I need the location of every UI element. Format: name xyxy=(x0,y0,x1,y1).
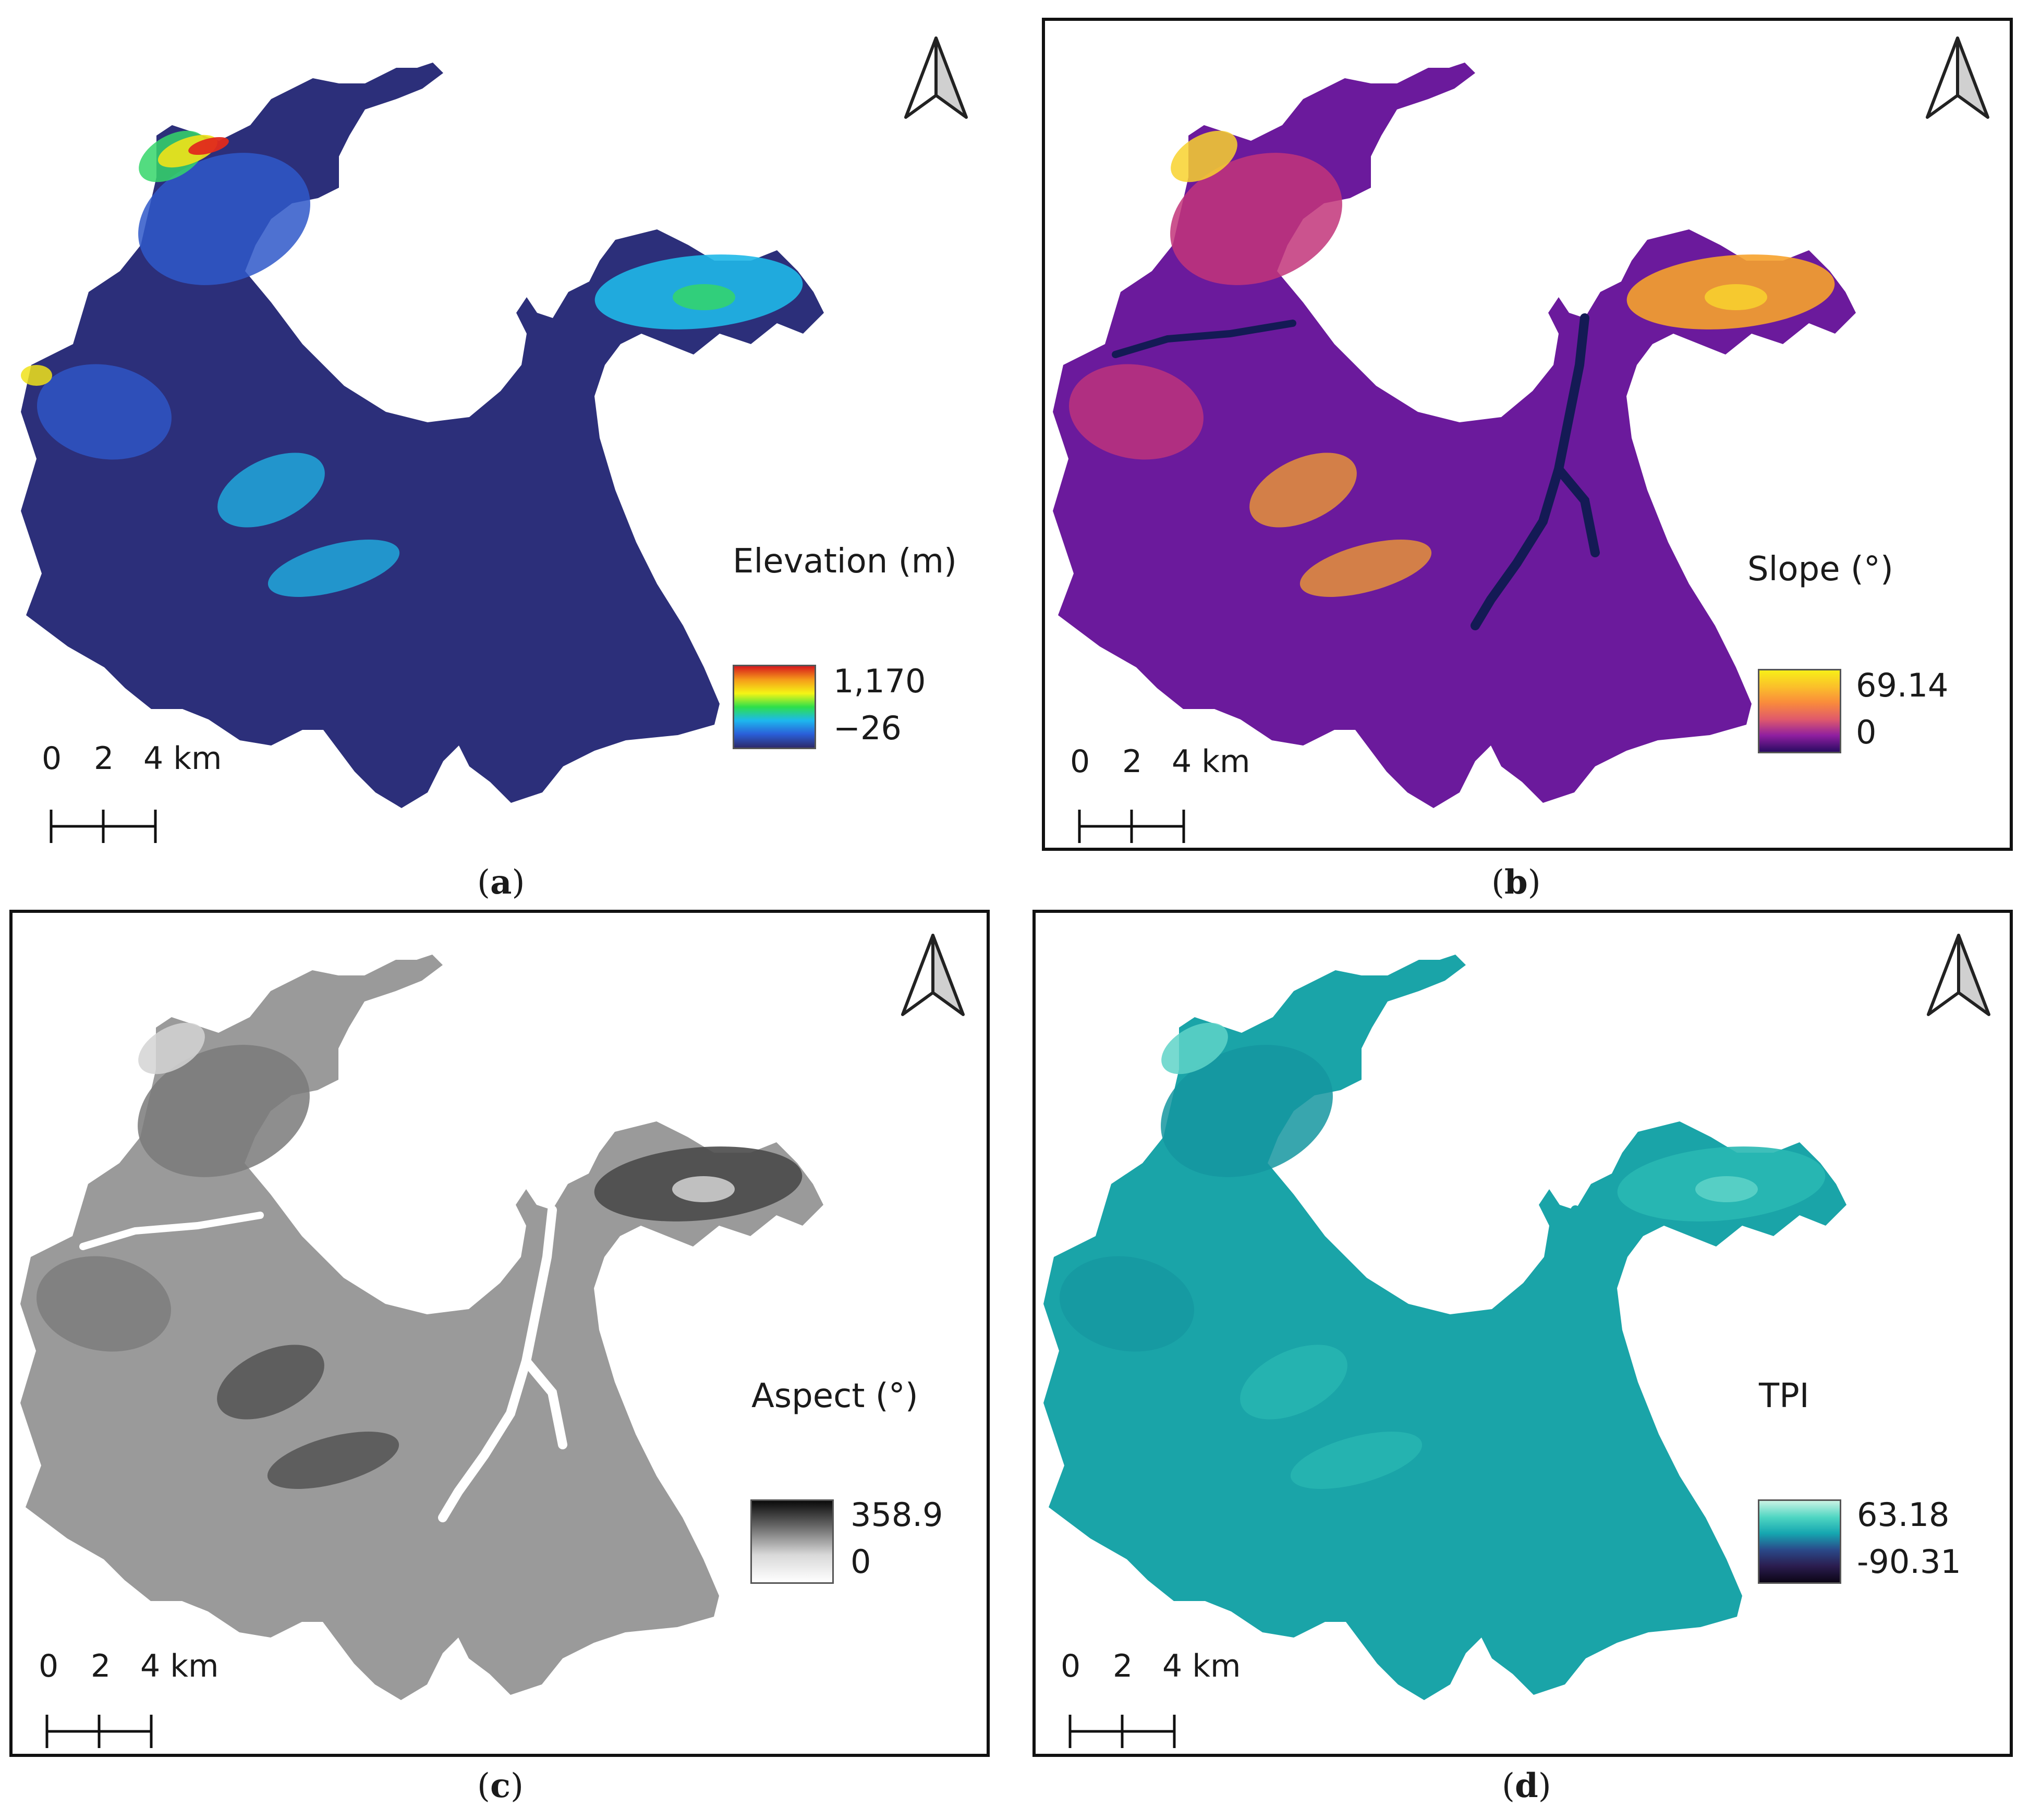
panel-b: Slope (°) 69.14 0 0 2 4 km xyxy=(1042,18,2013,851)
legend-color-ramp xyxy=(750,1499,834,1584)
map-slope xyxy=(1053,63,1856,808)
highland-north xyxy=(138,1045,310,1177)
ridge-central-2 xyxy=(1299,540,1432,597)
legend-max-label: 69.14 xyxy=(1856,666,1949,704)
river-channel xyxy=(438,1205,567,1522)
river-channel-north xyxy=(79,1212,264,1250)
map-tpi xyxy=(1043,955,1846,1700)
legend-title: TPI xyxy=(1759,1377,1809,1415)
scale-bar xyxy=(1078,810,1185,843)
scale-label-4: 4 km xyxy=(1162,1648,1241,1684)
peak-north xyxy=(1171,130,1237,182)
peak-east xyxy=(1695,1176,1758,1202)
scale-bar xyxy=(1068,1715,1176,1748)
scale-label-4: 4 km xyxy=(143,740,222,777)
legend-max-label: 358.9 xyxy=(850,1496,943,1534)
legend-min-label: 0 xyxy=(850,1543,871,1581)
panel-d: TPI 63.18 -90.31 0 2 4 km xyxy=(1032,910,2013,1757)
map-aspect xyxy=(20,955,823,1700)
scale-label-2: 2 xyxy=(94,740,114,777)
ridge-central-2 xyxy=(268,540,400,597)
ridge-central-2 xyxy=(1290,1432,1423,1489)
caption-d: (d) xyxy=(1502,1766,1551,1805)
highland-north xyxy=(138,153,310,285)
map-elevation xyxy=(21,63,824,808)
scale-label-0: 0 xyxy=(42,740,62,777)
legend-title: Slope (°) xyxy=(1747,550,1893,589)
ridge-central-1 xyxy=(217,1345,324,1420)
highland-north xyxy=(1170,153,1342,285)
panel-a: Elevation (m) 1,170 −26 0 2 4 km xyxy=(0,0,1008,855)
scale-label-4: 4 km xyxy=(1172,743,1250,780)
legend-max-label: 1,170 xyxy=(833,662,926,700)
scale-bar xyxy=(45,1715,153,1748)
north-arrow-icon xyxy=(901,934,965,1016)
legend-color-ramp xyxy=(1758,1499,1841,1584)
peak-east xyxy=(1705,284,1767,310)
legend-min-label: 0 xyxy=(1856,713,1877,751)
legend-color-ramp xyxy=(733,665,816,749)
legend-title: Elevation (m) xyxy=(733,542,957,581)
river-channel-north xyxy=(1102,1212,1287,1250)
north-arrow-icon xyxy=(1926,36,1989,119)
scale-bar xyxy=(50,810,157,843)
summit-peak xyxy=(188,137,229,155)
summit-west xyxy=(21,365,52,386)
scale-label-2: 2 xyxy=(91,1648,111,1684)
scale-label-4: 4 km xyxy=(140,1648,219,1684)
legend-max-label: 63.18 xyxy=(1857,1496,1950,1534)
caption-a: (a) xyxy=(477,863,525,902)
caption-b: (b) xyxy=(1491,863,1541,902)
north-arrow-icon xyxy=(904,36,968,119)
panel-c: Aspect (°) 358.9 0 0 2 4 km xyxy=(9,910,990,1757)
river-channel-north xyxy=(1112,320,1296,358)
caption-c: (c) xyxy=(477,1766,524,1805)
scale-label-0: 0 xyxy=(39,1648,59,1684)
legend-min-label: −26 xyxy=(833,709,902,747)
legend-color-ramp xyxy=(1758,669,1841,753)
highland-west xyxy=(37,364,172,460)
highland-west xyxy=(37,1256,171,1352)
ridge-central-1 xyxy=(1240,1345,1347,1420)
north-arrow-icon xyxy=(1927,934,1990,1016)
peak-east xyxy=(673,284,735,310)
highland-north xyxy=(1161,1045,1333,1177)
river-channel xyxy=(1471,313,1600,630)
scale-label-0: 0 xyxy=(1061,1648,1081,1684)
highland-west xyxy=(1069,364,1204,460)
scale-label-2: 2 xyxy=(1113,1648,1133,1684)
legend-title: Aspect (°) xyxy=(751,1377,918,1415)
peak-north xyxy=(138,1022,205,1074)
ridge-central-1 xyxy=(1249,453,1357,528)
highland-west xyxy=(1060,1256,1194,1352)
scale-label-0: 0 xyxy=(1070,743,1090,780)
legend-min-label: -90.31 xyxy=(1857,1543,1961,1581)
peak-north xyxy=(1161,1022,1228,1074)
ridge-central-1 xyxy=(217,453,325,528)
peak-east xyxy=(672,1176,735,1202)
scale-label-2: 2 xyxy=(1122,743,1143,780)
ridge-central-2 xyxy=(267,1432,399,1489)
river-channel xyxy=(1461,1205,1590,1522)
